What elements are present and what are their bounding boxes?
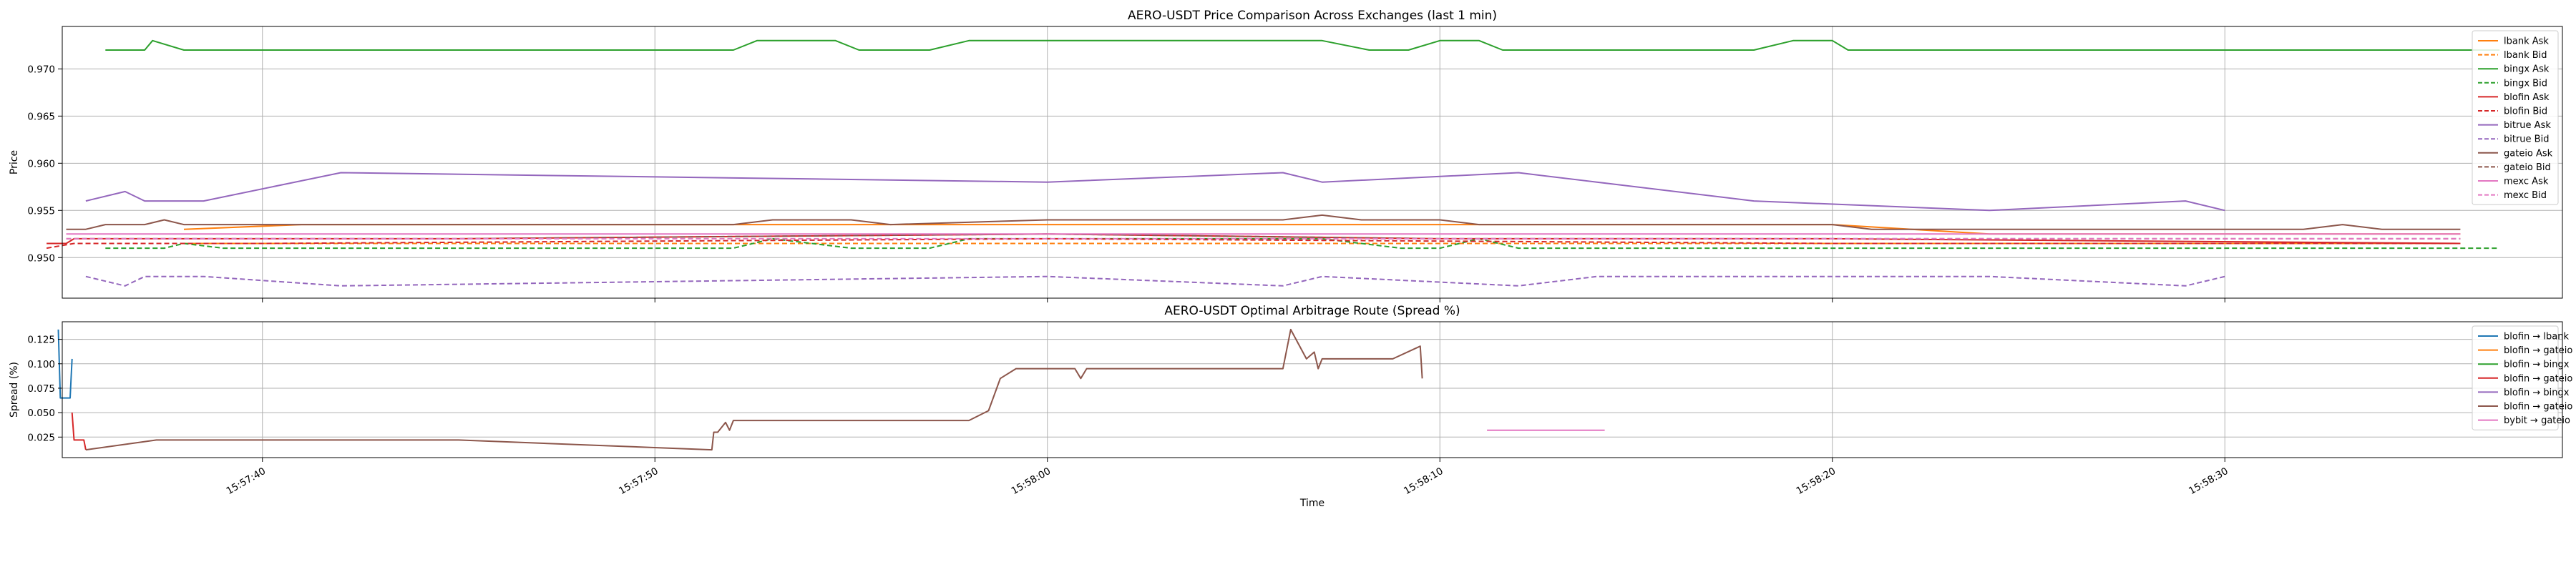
spread-legend-label: bybit → gateio bbox=[2504, 415, 2570, 426]
spread-y-tick-label: 0.075 bbox=[27, 383, 55, 395]
price-legend-label: mexc Ask bbox=[2504, 177, 2549, 187]
spread-y-tick-label: 0.050 bbox=[27, 408, 55, 419]
price-legend-label: mexc Bid bbox=[2504, 190, 2547, 201]
price-series-bitrue-bid bbox=[85, 275, 2225, 287]
price-chart-title: AERO-USDT Price Comparison Across Exchan… bbox=[1128, 9, 1497, 23]
price-series-blofin-ask bbox=[47, 233, 2461, 245]
spread-y-tick-label: 0.100 bbox=[27, 359, 55, 370]
spread-legend-label: blofin → bingx bbox=[2504, 360, 2570, 370]
price-legend-label: gateio Ask bbox=[2504, 148, 2553, 159]
price-legend-label: bitrue Bid bbox=[2504, 134, 2549, 145]
price-y-tick-label: 0.965 bbox=[27, 111, 55, 122]
price-chart-y-ticks: 0.950 0.955 0.960 0.965 0.970 bbox=[27, 64, 62, 264]
price-chart-frame bbox=[62, 26, 2563, 299]
price-legend-label: lbank Ask bbox=[2504, 36, 2549, 47]
price-legend-label: bitrue Ask bbox=[2504, 120, 2551, 131]
spread-legend-label: blofin → gateio bbox=[2504, 402, 2572, 413]
price-legend-label: gateio Bid bbox=[2504, 162, 2551, 173]
spread-chart-frame bbox=[62, 321, 2563, 458]
price-legend-label: blofin Bid bbox=[2504, 107, 2547, 117]
price-chart-legend: lbank Ask lbank Bid bingx Ask bingx Bid blof… bbox=[2472, 30, 2559, 205]
spread-chart-y-ticks: 0.025 0.050 0.075 0.100 0.125 bbox=[27, 335, 62, 443]
price-y-tick-label: 0.970 bbox=[27, 64, 55, 75]
price-series-blofin-bid bbox=[46, 237, 2461, 250]
price-series-gateio-ask bbox=[66, 214, 2461, 230]
spread-legend-label: blofin → lbank bbox=[2504, 332, 2569, 342]
price-chart: AERO-USDT Price Comparison Across Exchan… bbox=[9, 9, 2563, 302]
price-legend-label: bingx Ask bbox=[2504, 64, 2550, 75]
spread-legend-box bbox=[2472, 325, 2559, 430]
spread-series-blofin-to-gateio bbox=[85, 328, 1423, 451]
spread-legend-label: blofin → gateio bbox=[2504, 373, 2572, 384]
spread-chart-legend: blofin → lbank blofin → gateio blofin → bi… bbox=[2472, 325, 2572, 430]
spread-chart-grid bbox=[62, 322, 2562, 462]
price-chart-y-label: Price bbox=[9, 150, 20, 174]
spread-chart-series bbox=[57, 328, 1605, 451]
spread-legend-label: blofin → bingx bbox=[2504, 388, 2570, 398]
price-series-bingx-ask bbox=[105, 39, 2500, 51]
price-chart-series bbox=[46, 39, 2500, 287]
spread-chart-y-label: Spread (%) bbox=[9, 362, 20, 418]
spread-y-tick-label: 0.125 bbox=[27, 335, 55, 346]
price-legend-label: lbank Bid bbox=[2504, 50, 2547, 61]
price-y-tick-label: 0.950 bbox=[27, 252, 55, 264]
price-series-bitrue-ask bbox=[85, 172, 2225, 212]
price-legend-label: blofin Ask bbox=[2504, 92, 2550, 103]
price-y-tick-label: 0.960 bbox=[27, 158, 55, 169]
price-legend-label: bingx Bid bbox=[2504, 78, 2547, 89]
price-legend-box bbox=[2472, 30, 2559, 205]
spread-chart-title: AERO-USDT Optimal Arbitrage Route (Sprea… bbox=[1164, 304, 1460, 318]
spread-chart-x-label: Time bbox=[1299, 498, 1324, 509]
price-chart-grid bbox=[62, 26, 2562, 302]
price-y-tick-label: 0.955 bbox=[27, 205, 55, 217]
spread-y-tick-label: 0.025 bbox=[27, 432, 55, 443]
spread-legend-label: blofin → gateio bbox=[2504, 345, 2572, 356]
spread-series-blofin-to-gateio bbox=[71, 413, 87, 450]
